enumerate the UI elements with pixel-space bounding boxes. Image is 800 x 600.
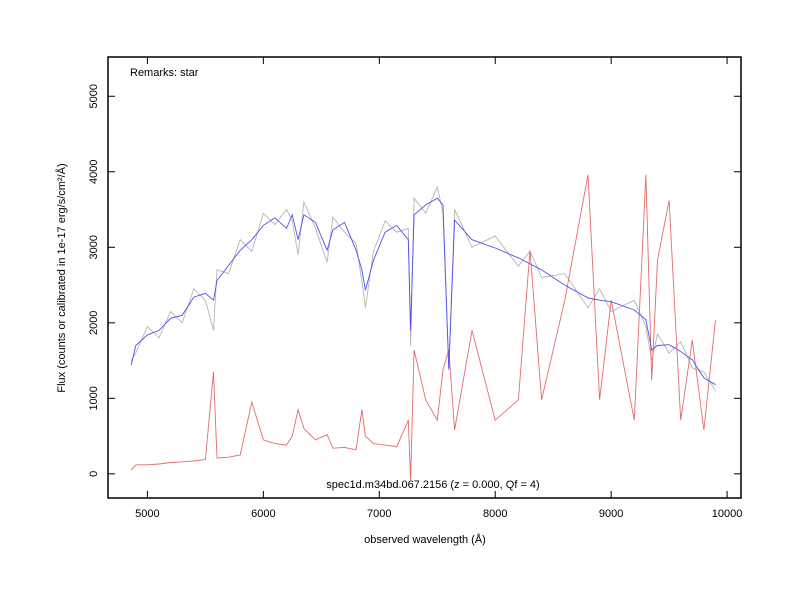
plot-frame xyxy=(107,56,742,499)
y-tick-label: 5000 xyxy=(88,84,100,108)
spectrum-line xyxy=(130,174,716,480)
spectrum-line xyxy=(130,185,716,392)
y-tick-label: 2000 xyxy=(88,311,100,335)
y-tick-label: 0 xyxy=(88,471,100,477)
y-tick-label: 1000 xyxy=(88,386,100,410)
remarks: Remarks: star xyxy=(130,67,199,79)
x-tick-label: 7000 xyxy=(367,508,391,520)
x-tick-label: 5000 xyxy=(135,508,159,520)
x-axis-label: observed wavelength (Å) xyxy=(364,533,486,546)
y-tick-label: 3000 xyxy=(88,235,100,259)
object-label: spec1d.m34bd.067.2156 (z = 0.000, Qf = 4… xyxy=(326,479,539,491)
x-tick-label: 9000 xyxy=(599,508,623,520)
x-tick-label: 10000 xyxy=(712,508,743,520)
x-tick-label: 8000 xyxy=(483,508,507,520)
y-tick-label: 4000 xyxy=(88,160,100,184)
y-axis-label: Flux (counts or calibrated in 1e-17 erg/… xyxy=(55,163,68,392)
spectrum-line xyxy=(130,197,716,386)
x-tick-label: 6000 xyxy=(251,508,275,520)
